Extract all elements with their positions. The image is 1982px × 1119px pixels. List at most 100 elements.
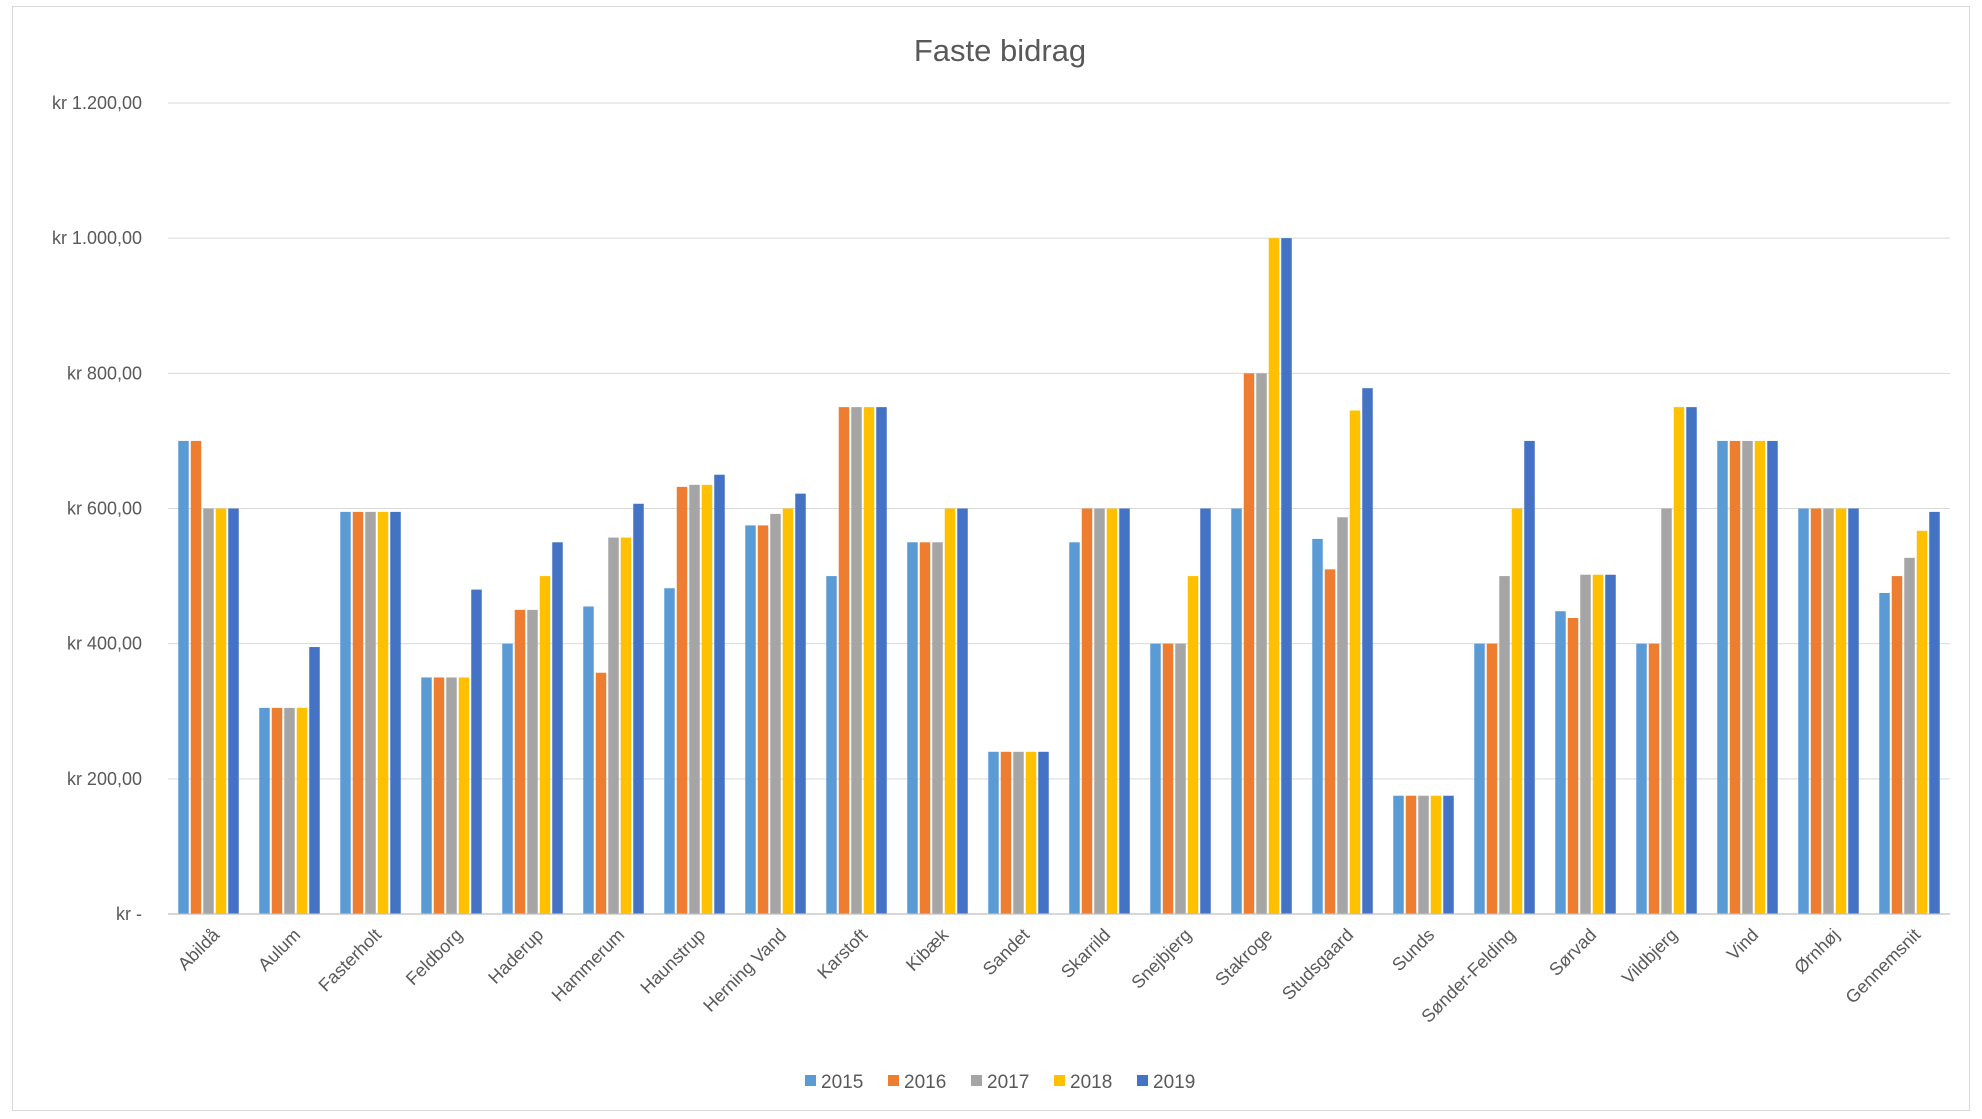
bar-2019 [1038,751,1049,914]
bar-2015 [1555,611,1566,914]
x-tick-label: Abildå [174,924,224,974]
x-tick-label: Feldborg [402,925,466,989]
bar-2019 [876,407,887,914]
bar-2019 [1848,508,1859,914]
bar-2017 [203,508,214,914]
bar-2015 [502,643,513,914]
bar-2015 [1393,795,1404,914]
bar-2015 [1231,508,1242,914]
bar-2019 [1119,508,1130,914]
bar-2016 [1081,508,1093,914]
bar-2016 [1567,617,1579,914]
bar-2017 [1256,373,1267,914]
bar-2019 [390,511,401,914]
bar-2019 [1362,388,1373,914]
bar-2016 [190,440,202,914]
bar-2018 [296,707,308,914]
bar-2017 [770,513,781,914]
bar-2017 [1175,643,1186,914]
bar-2017 [527,609,538,914]
chart-frame [12,6,1970,1111]
x-tick-label: Sørvad [1545,925,1600,980]
x-tick-label: Haderup [484,925,547,988]
bar-2016 [757,525,769,914]
bar-2015 [664,588,675,914]
legend-swatch [1054,1075,1065,1086]
bar-2018 [1673,407,1685,914]
bar-2015 [1069,542,1080,914]
bar-2019 [1929,511,1940,914]
y-tick-label: kr 400,00 [67,634,142,654]
legend-swatch [888,1075,899,1086]
bar-2019 [1281,238,1292,914]
bar-2018 [377,511,389,914]
bar-2018 [863,407,875,914]
bar-2016 [1243,373,1255,914]
bar-2018 [701,484,713,914]
bar-2015 [1636,643,1647,914]
bar-2016 [352,511,364,914]
bar-2017 [1823,508,1834,914]
x-tick-label: Skarrild [1057,925,1114,982]
bar-2016 [1729,440,1741,914]
bar-2016 [1810,508,1822,914]
bar-2019 [309,647,320,914]
x-tick-label: Karstoft [813,925,871,983]
bar-2017 [1337,517,1348,914]
bar-2019 [471,589,482,914]
bar-2019 [1443,795,1454,914]
bar-2015 [1150,643,1161,914]
bar-2017 [1418,795,1429,914]
bar-2017 [1580,574,1591,914]
bar-2019 [795,493,806,914]
bar-2018 [1025,751,1037,914]
bar-2017 [1013,751,1024,914]
bar-2017 [446,677,457,914]
legend-label: 2019 [1153,1072,1195,1093]
bar-2016 [514,609,526,914]
bar-2016 [676,486,688,914]
bar-2018 [1187,576,1199,914]
bar-2015 [826,576,837,914]
bar-2017 [1904,557,1915,914]
bar-2019 [633,503,644,914]
bar-2017 [932,542,943,914]
legend-swatch [805,1075,816,1086]
x-tick-label: Vildbjerg [1618,925,1681,988]
bar-2015 [907,542,918,914]
bar-2016 [1486,643,1498,914]
x-tick-label: Sandet [979,925,1033,979]
bar-2018 [215,508,227,914]
y-axis-ticks: kr - kr 200,00 kr 400,00 kr 600,00 kr 800,00… [52,93,142,924]
bar-2017 [608,537,619,914]
bar-2018 [1754,440,1766,914]
bar-2017 [689,484,700,914]
bar-2017 [365,511,376,914]
bar-2017 [284,707,295,914]
bar-2016 [1648,643,1660,914]
bar-2016 [595,672,607,914]
bar-2019 [714,474,725,914]
bar-2018 [782,508,794,914]
chart-title: Faste bidrag [914,33,1086,68]
x-tick-label: Vind [1723,925,1762,964]
x-tick-label: Fasterholt [315,925,386,996]
bar-2015 [1312,538,1323,914]
legend-label: 2018 [1070,1072,1112,1093]
legend-swatch [971,1075,982,1086]
bar-2018 [1349,410,1361,914]
legend-label: 2017 [987,1072,1029,1093]
bar-2015 [178,440,189,914]
bar-2019 [957,508,968,914]
y-tick-label: kr 600,00 [67,499,142,519]
bar-2016 [919,542,931,914]
bar-2019 [228,508,239,914]
bar-2019 [1605,574,1616,914]
bar-2015 [988,751,999,914]
bar-2018 [1268,238,1280,914]
bar-2018 [944,508,956,914]
x-tick-label: Kibæk [902,924,953,975]
x-tick-label: Herning Vand [699,925,790,1016]
bar-2019 [1767,440,1778,914]
